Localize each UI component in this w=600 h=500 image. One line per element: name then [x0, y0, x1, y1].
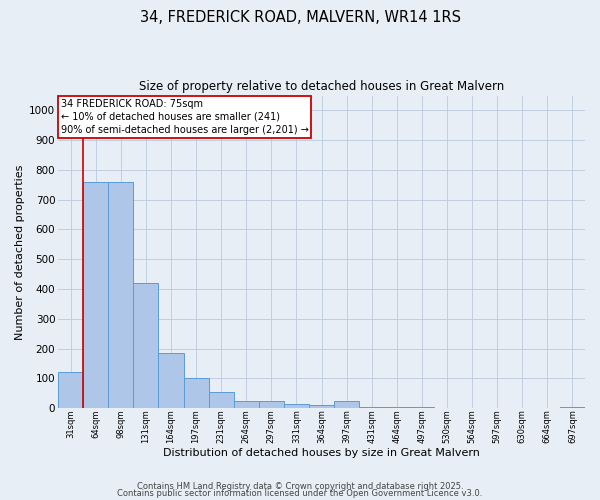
Text: Contains public sector information licensed under the Open Government Licence v3: Contains public sector information licen… — [118, 489, 482, 498]
Bar — [384, 407, 409, 408]
Y-axis label: Number of detached properties: Number of detached properties — [15, 164, 25, 340]
Bar — [209, 392, 234, 408]
Bar — [359, 406, 384, 408]
Bar — [58, 372, 83, 408]
X-axis label: Distribution of detached houses by size in Great Malvern: Distribution of detached houses by size … — [163, 448, 480, 458]
Text: 34, FREDERICK ROAD, MALVERN, WR14 1RS: 34, FREDERICK ROAD, MALVERN, WR14 1RS — [139, 10, 461, 25]
Text: 34 FREDERICK ROAD: 75sqm
← 10% of detached houses are smaller (241)
90% of semi-: 34 FREDERICK ROAD: 75sqm ← 10% of detach… — [61, 98, 308, 135]
Bar — [234, 400, 259, 408]
Bar — [334, 400, 359, 408]
Bar — [184, 378, 209, 408]
Bar — [83, 182, 108, 408]
Bar — [108, 182, 133, 408]
Title: Size of property relative to detached houses in Great Malvern: Size of property relative to detached ho… — [139, 80, 504, 93]
Bar — [133, 283, 158, 408]
Bar — [259, 400, 284, 408]
Text: Contains HM Land Registry data © Crown copyright and database right 2025.: Contains HM Land Registry data © Crown c… — [137, 482, 463, 491]
Bar — [309, 405, 334, 408]
Bar — [284, 404, 309, 408]
Bar — [158, 353, 184, 408]
